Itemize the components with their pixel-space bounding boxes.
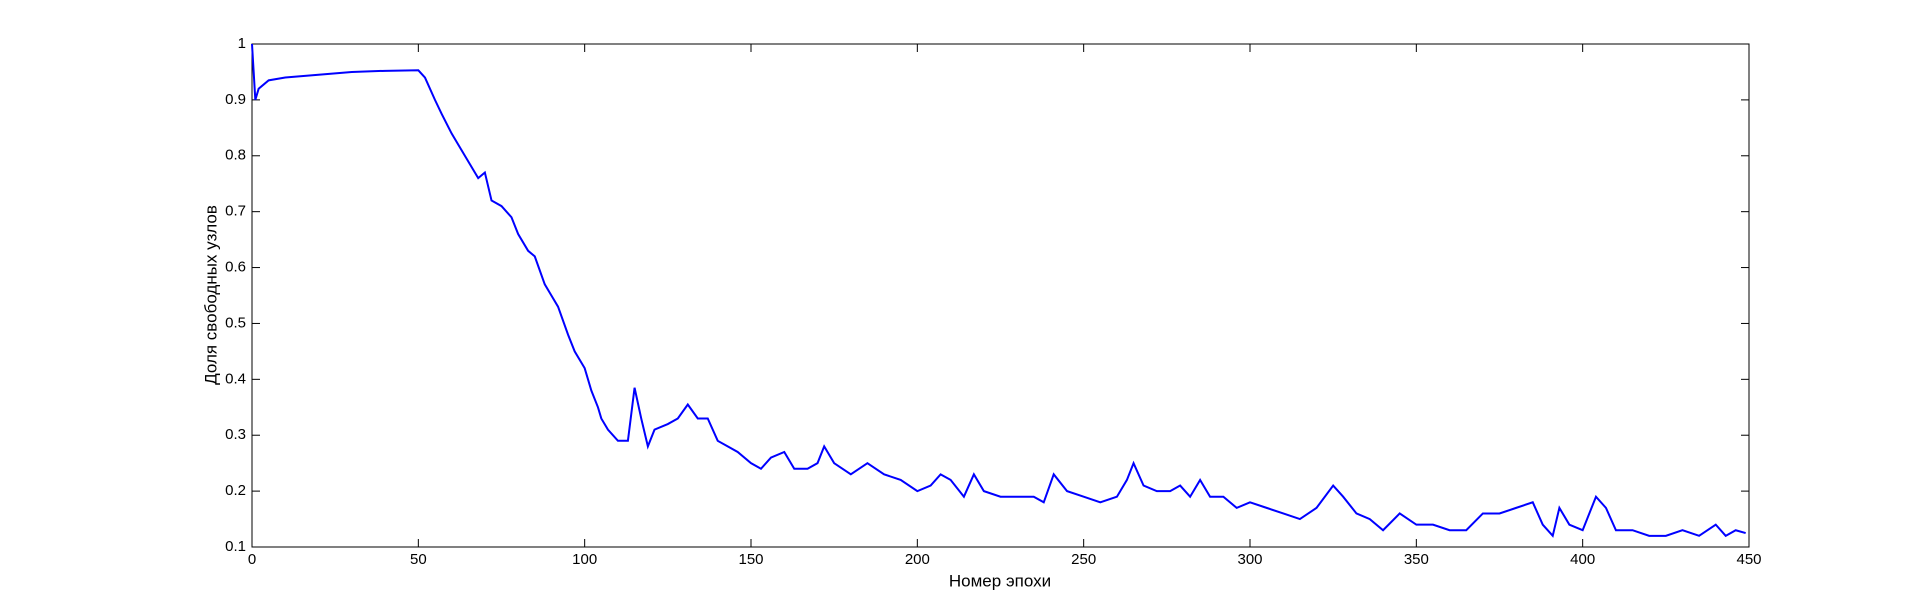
x-tick-label: 0 [248,551,256,568]
x-tick-label: 50 [410,551,427,568]
y-tick-label: 0.7 [225,203,246,220]
x-tick-label: 350 [1404,551,1429,568]
x-tick-label: 200 [905,551,930,568]
y-tick-label: 0.2 [225,482,246,499]
y-tick-label: 0.9 [225,91,246,108]
y-axis-label: Доля свободных узлов [201,205,220,385]
x-tick-label: 300 [1237,551,1262,568]
x-tick-label: 450 [1736,551,1761,568]
y-tick-label: 0.6 [225,259,246,276]
y-tick-label: 0.1 [225,538,246,555]
y-tick-label: 0.4 [225,370,246,387]
x-tick-label: 100 [572,551,597,568]
x-axis-label: Номер эпохи [949,571,1051,590]
y-tick-label: 1 [238,35,246,52]
x-tick-label: 250 [1071,551,1096,568]
data-line [251,43,1746,538]
y-tick-label: 0.8 [225,147,246,164]
y-tick-label: 0.5 [225,314,246,331]
x-tick-label: 150 [738,551,763,568]
plot-frame [251,43,1750,548]
x-tick-label: 400 [1570,551,1595,568]
y-tick-label: 0.3 [225,426,246,443]
